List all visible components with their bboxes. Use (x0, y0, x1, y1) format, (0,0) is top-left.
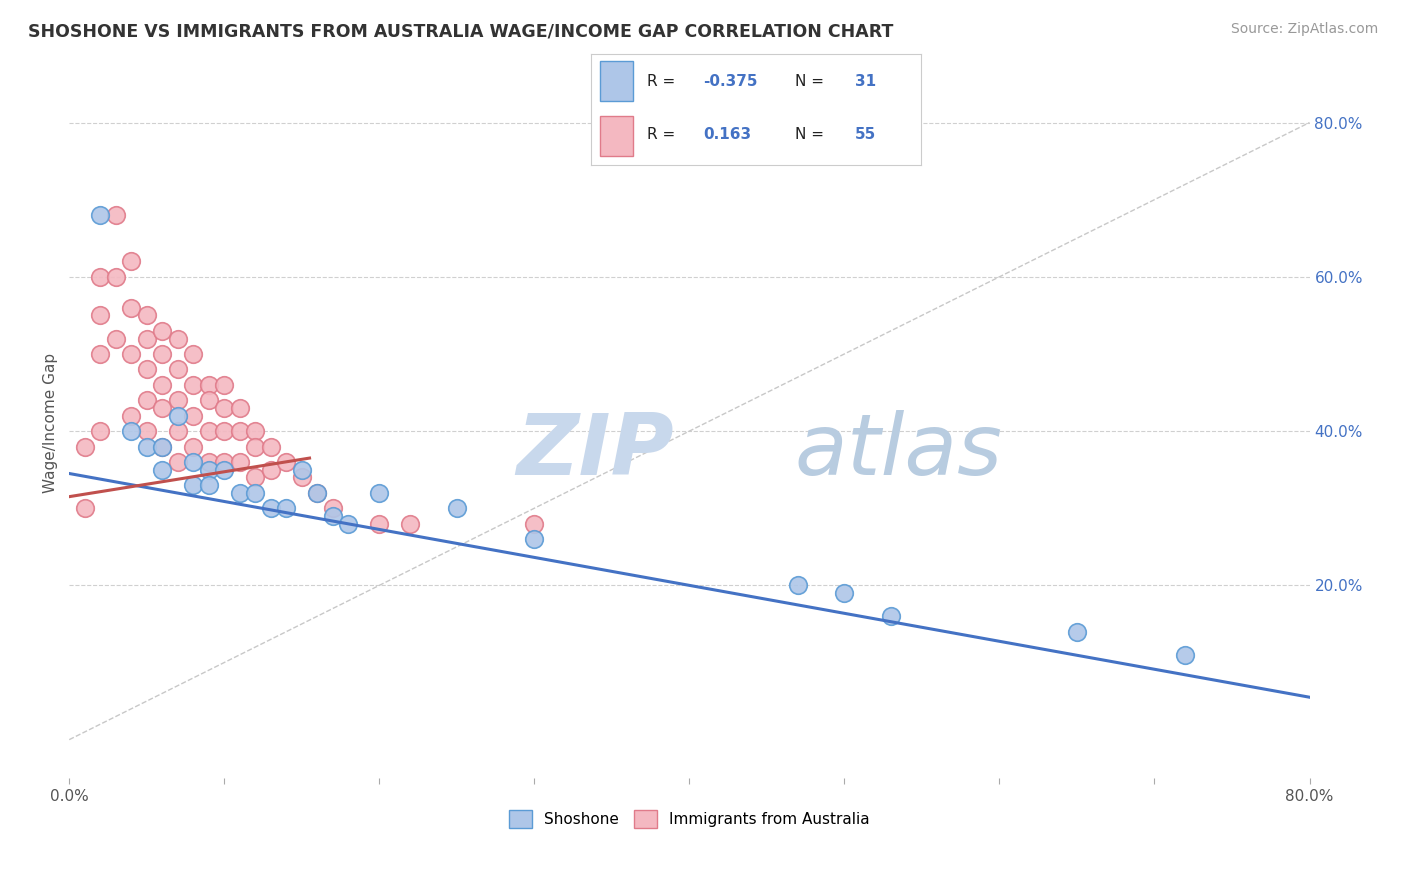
Point (337, 516, 360, 531)
Point (120, 424, 142, 438)
Point (150, 440, 173, 454)
Point (181, 409, 204, 423)
Point (181, 377, 204, 392)
Text: N =: N = (796, 74, 830, 89)
Legend: Shoshone, Immigrants from Australia: Shoshone, Immigrants from Australia (503, 804, 876, 834)
Text: -0.375: -0.375 (703, 74, 758, 89)
Point (368, 485, 391, 500)
Point (135, 309, 157, 323)
Point (166, 424, 188, 438)
Point (214, 377, 236, 392)
Point (291, 470, 314, 484)
Point (197, 478, 219, 492)
Point (523, 532, 546, 546)
Point (166, 362, 188, 376)
Point (197, 455, 219, 469)
Point (89, 208, 111, 222)
Point (245, 424, 267, 438)
Point (197, 424, 219, 438)
Point (73, 440, 96, 454)
Point (181, 347, 204, 361)
Point (229, 424, 252, 438)
Point (89, 269, 111, 284)
Point (276, 455, 298, 469)
Point (322, 501, 344, 516)
Point (197, 463, 219, 477)
Point (214, 463, 236, 477)
FancyBboxPatch shape (600, 62, 634, 102)
Point (446, 501, 468, 516)
Y-axis label: Wage/Income Gap: Wage/Income Gap (44, 353, 58, 493)
Point (120, 254, 142, 268)
Point (245, 470, 267, 484)
Point (229, 485, 252, 500)
Text: 0.163: 0.163 (703, 128, 751, 143)
Point (150, 440, 173, 454)
Point (245, 440, 267, 454)
Point (89, 424, 111, 438)
Text: SHOSHONE VS IMMIGRANTS FROM AUSTRALIA WAGE/INCOME GAP CORRELATION CHART: SHOSHONE VS IMMIGRANTS FROM AUSTRALIA WA… (28, 22, 893, 40)
Point (166, 455, 188, 469)
Point (197, 377, 219, 392)
Point (834, 586, 856, 600)
Point (166, 393, 188, 408)
Text: atlas: atlas (794, 410, 1002, 493)
Text: N =: N = (796, 128, 830, 143)
Point (245, 485, 267, 500)
Point (135, 332, 157, 346)
Point (307, 485, 329, 500)
Point (104, 269, 127, 284)
Point (181, 478, 204, 492)
Point (135, 393, 157, 408)
Point (214, 455, 236, 469)
Text: R =: R = (647, 128, 681, 143)
Point (120, 409, 142, 423)
Point (135, 440, 157, 454)
Point (181, 440, 204, 454)
Point (1174, 648, 1197, 662)
Point (229, 455, 252, 469)
Point (150, 377, 173, 392)
Point (166, 332, 188, 346)
Point (291, 463, 314, 477)
Point (135, 362, 157, 376)
Point (1066, 624, 1088, 639)
Text: Source: ZipAtlas.com: Source: ZipAtlas.com (1230, 22, 1378, 37)
Text: ZIP: ZIP (516, 410, 673, 493)
Point (368, 516, 391, 531)
Point (150, 463, 173, 477)
Point (260, 463, 283, 477)
FancyBboxPatch shape (600, 116, 634, 156)
Point (150, 324, 173, 338)
Point (135, 424, 157, 438)
Point (120, 347, 142, 361)
Point (322, 508, 344, 523)
Point (229, 401, 252, 415)
Point (307, 485, 329, 500)
Point (150, 401, 173, 415)
Point (73, 501, 96, 516)
Point (786, 578, 808, 592)
Point (150, 347, 173, 361)
Point (214, 401, 236, 415)
Point (89, 347, 111, 361)
Point (260, 440, 283, 454)
Point (120, 301, 142, 315)
Text: 31: 31 (855, 74, 876, 89)
Point (197, 393, 219, 408)
Point (89, 309, 111, 323)
Point (260, 501, 283, 516)
Point (104, 208, 127, 222)
Text: R =: R = (647, 74, 681, 89)
Point (181, 455, 204, 469)
Point (166, 409, 188, 423)
Point (104, 332, 127, 346)
Point (214, 424, 236, 438)
Point (399, 516, 422, 531)
Text: 55: 55 (855, 128, 876, 143)
Point (523, 516, 546, 531)
Point (276, 501, 298, 516)
Point (880, 609, 903, 624)
